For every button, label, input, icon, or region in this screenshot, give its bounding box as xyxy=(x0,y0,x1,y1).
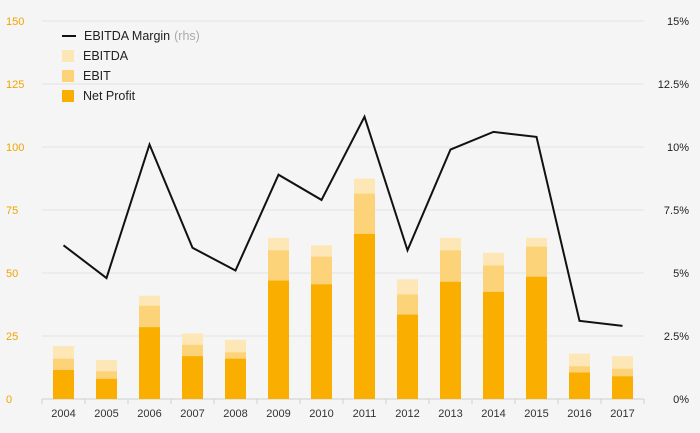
legend-swatch-net-profit xyxy=(62,90,74,102)
bar-net-profit xyxy=(569,372,590,399)
x-tick-label: 2009 xyxy=(266,408,290,420)
legend-label-ebitda: EBITDA xyxy=(83,49,129,63)
x-tick-label: 2010 xyxy=(309,408,333,420)
y-left-tick-label: 100 xyxy=(6,142,24,154)
y-right-tick-label: 15% xyxy=(667,16,689,28)
bar-net-profit xyxy=(483,291,504,399)
legend-label-ebit: EBIT xyxy=(83,69,111,83)
bar-net-profit xyxy=(311,284,332,399)
legend-label-ebitda-margin: EBITDA Margin xyxy=(84,29,171,43)
legend-swatch-ebit xyxy=(62,70,74,82)
legend-swatch-ebitda xyxy=(62,50,74,62)
legend-label-rhs: (rhs) xyxy=(174,29,200,43)
x-tick-label: 2005 xyxy=(94,408,118,420)
legend-item-ebitda: EBITDA xyxy=(62,46,200,66)
x-tick-label: 2015 xyxy=(524,408,548,420)
bar-net-profit xyxy=(268,280,289,399)
bar-net-profit xyxy=(96,378,117,399)
y-right-tick-label: 2.5% xyxy=(664,331,689,343)
y-right-tick-label: 0% xyxy=(673,394,689,406)
x-tick-label: 2004 xyxy=(51,408,75,420)
y-right-tick-label: 7.5% xyxy=(664,205,689,217)
y-left-tick-label: 25 xyxy=(6,331,18,343)
bar-net-profit xyxy=(139,327,160,399)
x-tick-label: 2008 xyxy=(223,408,247,420)
bar-net-profit xyxy=(225,358,246,399)
y-right-tick-label: 12.5% xyxy=(658,79,689,91)
bar-net-profit xyxy=(354,233,375,399)
y-right-tick-label: 10% xyxy=(667,142,689,154)
legend-line-marker xyxy=(62,35,76,37)
x-tick-label: 2006 xyxy=(137,408,161,420)
bar-net-profit xyxy=(53,370,74,399)
bar-net-profit xyxy=(397,314,418,399)
y-left-tick-label: 0 xyxy=(6,394,12,406)
y-left-tick-label: 125 xyxy=(6,79,24,91)
bar-net-profit xyxy=(526,276,547,399)
x-tick-label: 2011 xyxy=(353,408,377,420)
y-left-tick-label: 150 xyxy=(6,16,24,28)
legend-item-net-profit: Net Profit xyxy=(62,86,200,106)
bar-net-profit xyxy=(612,376,633,399)
legend-label-net-profit: Net Profit xyxy=(83,89,136,103)
x-tick-label: 2013 xyxy=(438,408,462,420)
legend-item-ebitda-margin: EBITDA Margin (rhs) xyxy=(62,26,200,46)
y-right-tick-label: 5% xyxy=(673,268,689,280)
x-tick-label: 2017 xyxy=(610,408,634,420)
line-ebitda-margin xyxy=(62,114,623,327)
x-tick-label: 2016 xyxy=(567,408,591,420)
bar-net-profit xyxy=(182,356,203,399)
y-left-tick-label: 50 xyxy=(6,268,18,280)
x-tick-label: 2014 xyxy=(481,408,505,420)
y-left-tick-label: 75 xyxy=(6,205,18,217)
legend-item-ebit: EBIT xyxy=(62,66,200,86)
x-tick-label: 2012 xyxy=(395,408,419,420)
bar-net-profit xyxy=(440,281,461,399)
x-tick-label: 2007 xyxy=(180,408,204,420)
legend: EBITDA Margin (rhs) EBITDA EBIT Net Prof… xyxy=(62,26,200,106)
